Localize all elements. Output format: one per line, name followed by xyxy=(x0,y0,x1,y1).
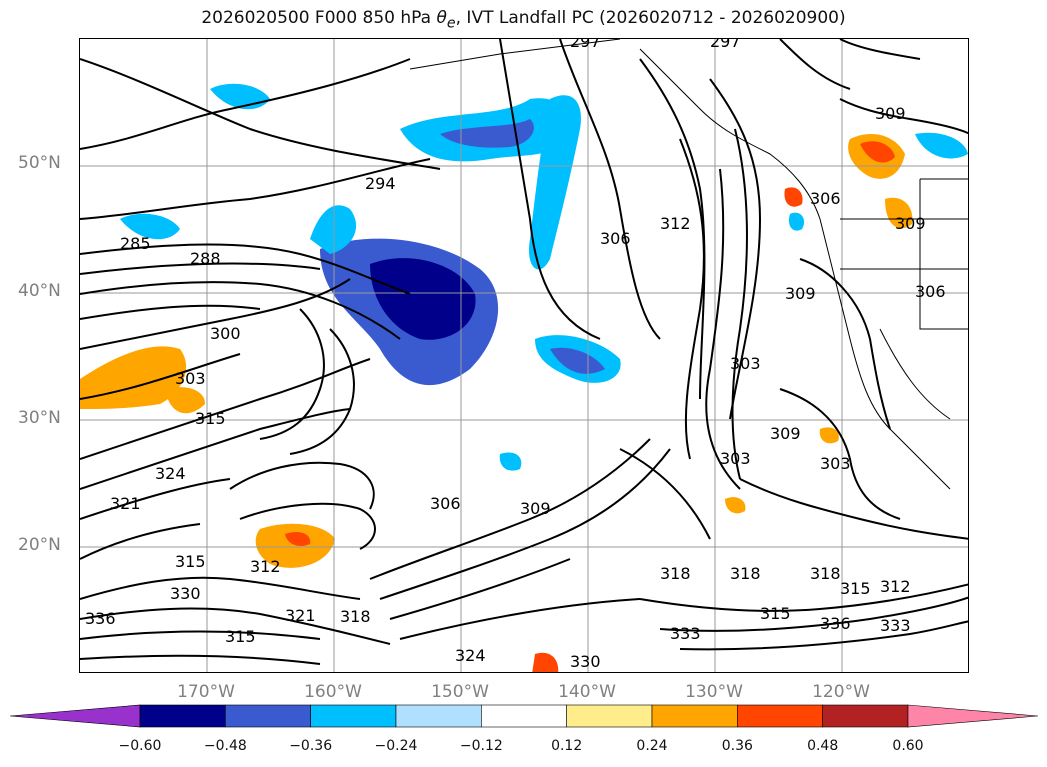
contour-label: 315 xyxy=(175,552,206,571)
lon-label-140w: 140°W xyxy=(558,682,616,702)
contour-label: 315 xyxy=(225,627,256,646)
contour-label: 303 xyxy=(175,369,206,388)
colorbar-bin xyxy=(310,704,397,728)
colorbar-tick-label: 0.24 xyxy=(636,738,668,754)
contour-label: 333 xyxy=(880,616,911,635)
contour-label: 303 xyxy=(730,354,761,373)
colorbar-tick-label: −0.24 xyxy=(374,738,418,754)
colorbar-bin xyxy=(139,704,226,728)
contour-label: 306 xyxy=(430,494,461,513)
lat-label-40n: 40°N xyxy=(18,281,61,301)
graticule xyxy=(80,39,968,672)
contour-label: 324 xyxy=(455,646,486,665)
colorbar-tick-label: −0.60 xyxy=(118,738,162,754)
lon-label-160w: 160°W xyxy=(304,682,362,702)
contour-label: 312 xyxy=(880,577,911,596)
lat-label-20n: 20°N xyxy=(18,535,61,555)
contour-label: 309 xyxy=(520,499,551,518)
contour-label: 297 xyxy=(710,39,741,51)
colorbar-bin xyxy=(10,704,141,728)
colorbar-tick-label: 0.48 xyxy=(807,738,839,754)
map-title: 2026020500 F000 850 hPa θe, IVT Landfall… xyxy=(201,8,846,32)
lon-label-150w: 150°W xyxy=(431,682,489,702)
contour-label: 336 xyxy=(85,609,116,628)
contour-label: 315 xyxy=(760,604,791,623)
contour-label: 306 xyxy=(915,282,946,301)
colorbar-bin xyxy=(651,704,738,728)
lat-label-50n: 50°N xyxy=(18,153,61,173)
colorbar-tick-label: 0.12 xyxy=(551,738,583,754)
contour-label: 309 xyxy=(770,424,801,443)
contour-label: 330 xyxy=(570,652,601,671)
contour-label: 306 xyxy=(810,189,841,208)
contour-label: 336 xyxy=(820,614,851,633)
colorbar xyxy=(10,704,1038,728)
colorbar-tick-label: −0.12 xyxy=(459,738,503,754)
contour-label: 324 xyxy=(155,464,186,483)
contour-label: 303 xyxy=(720,449,751,468)
contour-label: 300 xyxy=(210,324,241,343)
positive-pc-shading xyxy=(80,134,913,672)
contour-label: 318 xyxy=(810,564,841,583)
contour-label: 318 xyxy=(340,607,371,626)
contour-label: 306 xyxy=(600,229,631,248)
contour-label: 309 xyxy=(875,104,906,123)
colorbar-tick-label: −0.48 xyxy=(203,738,247,754)
coastline xyxy=(409,39,968,490)
colorbar-tick-label: −0.36 xyxy=(289,738,333,754)
contour-label: 330 xyxy=(170,584,201,603)
contour-label: 309 xyxy=(785,284,816,303)
contour-label: 288 xyxy=(190,249,221,268)
contour-label: 318 xyxy=(660,564,691,583)
contour-label: 321 xyxy=(285,606,316,625)
colorbar-bin xyxy=(907,704,1038,728)
colorbar-bin xyxy=(737,704,823,728)
lon-label-170w: 170°W xyxy=(177,682,235,702)
map-canvas: 285 288 294 300 303 315 324 321 306 309 … xyxy=(80,39,968,672)
lat-label-30n: 30°N xyxy=(18,408,61,428)
contour-label: 297 xyxy=(570,39,601,51)
contour-label: 285 xyxy=(120,234,151,253)
contour-label: 303 xyxy=(820,454,851,473)
contour-label: 333 xyxy=(670,624,701,643)
map-panel: 285 288 294 300 303 315 324 321 306 309 … xyxy=(79,38,969,673)
lon-label-120w: 120°W xyxy=(812,682,870,702)
contour-label: 315 xyxy=(195,409,226,428)
colorbar-bin xyxy=(481,704,567,728)
contour-label: 312 xyxy=(660,214,691,233)
colorbar-bin xyxy=(225,704,311,728)
colorbar-bin xyxy=(395,704,482,728)
lon-label-130w: 130°W xyxy=(685,682,743,702)
contour-label: 321 xyxy=(110,494,141,513)
theta-e-contours xyxy=(80,39,968,665)
colorbar-bin xyxy=(566,704,653,728)
colorbar-bin xyxy=(822,704,909,728)
colorbar-tick-label: 0.60 xyxy=(892,738,924,754)
contour-label: 294 xyxy=(365,174,396,193)
contour-label: 312 xyxy=(250,557,281,576)
contour-label: 318 xyxy=(730,564,761,583)
contour-labels: 285 288 294 300 303 315 324 321 306 309 … xyxy=(85,39,946,671)
colorbar-tick-label: 0.36 xyxy=(721,738,753,754)
contour-label: 315 xyxy=(840,579,871,598)
negative-pc-shading xyxy=(120,83,968,471)
contour-label: 309 xyxy=(895,214,926,233)
